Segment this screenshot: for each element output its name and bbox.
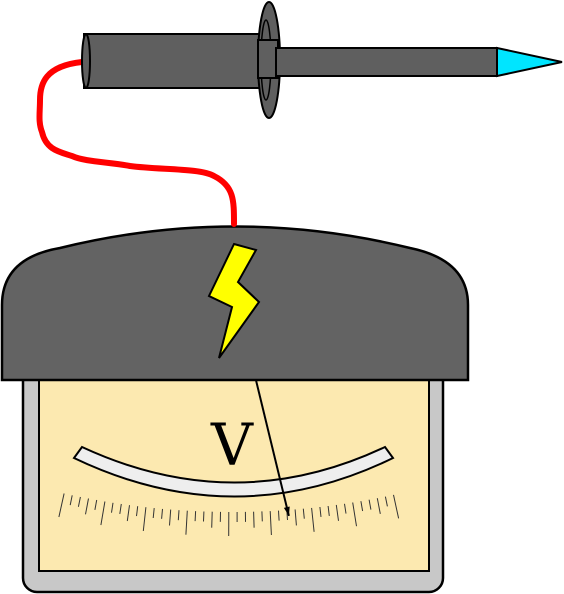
scale-tick bbox=[211, 511, 213, 528]
lightning-bolt-icon bbox=[207, 242, 261, 359]
probe-lead-wire bbox=[36, 59, 237, 227]
scale-tick bbox=[185, 510, 188, 535]
needle-head bbox=[283, 506, 290, 516]
scale-tick bbox=[352, 502, 357, 527]
scale-tick bbox=[393, 494, 400, 519]
scale-tick bbox=[126, 505, 130, 522]
scale-tick bbox=[384, 496, 388, 507]
scale-tick bbox=[278, 510, 280, 521]
probe-handle bbox=[83, 33, 263, 89]
scale-band bbox=[72, 445, 395, 498]
scale-tick bbox=[327, 505, 330, 516]
scale-ticks bbox=[58, 493, 400, 537]
scale-tick bbox=[111, 502, 114, 513]
scale-tick bbox=[136, 506, 139, 517]
scale-tick bbox=[119, 503, 122, 514]
test-probe-icon bbox=[496, 46, 563, 78]
scale-tick bbox=[269, 511, 272, 536]
probe-shaft bbox=[275, 47, 498, 77]
scale-tick bbox=[368, 499, 372, 510]
scale-tick bbox=[294, 509, 297, 526]
scale-tick bbox=[142, 507, 147, 532]
scale-tick bbox=[169, 509, 172, 526]
scale-tick bbox=[94, 499, 98, 510]
scale-tick bbox=[69, 495, 73, 506]
scale-tick bbox=[360, 501, 364, 512]
unit-symbol: V bbox=[210, 411, 254, 479]
scale-tick bbox=[335, 504, 339, 521]
scale-tick bbox=[77, 496, 81, 507]
scale-tick bbox=[194, 511, 197, 522]
meter-needle bbox=[253, 371, 290, 517]
probe-handle-end bbox=[81, 33, 91, 89]
scale-tick bbox=[376, 498, 381, 514]
scale-tick bbox=[177, 510, 180, 521]
scale-tick bbox=[85, 498, 89, 515]
scale-tick bbox=[319, 506, 322, 517]
scale-tick bbox=[253, 511, 255, 528]
scale-tick bbox=[100, 501, 106, 526]
scale-tick bbox=[311, 507, 315, 532]
scale-tick bbox=[152, 508, 155, 519]
scale-tick bbox=[302, 508, 305, 519]
scale-tick bbox=[344, 503, 347, 514]
scale-tick bbox=[58, 493, 65, 518]
scale-tick bbox=[161, 508, 163, 519]
